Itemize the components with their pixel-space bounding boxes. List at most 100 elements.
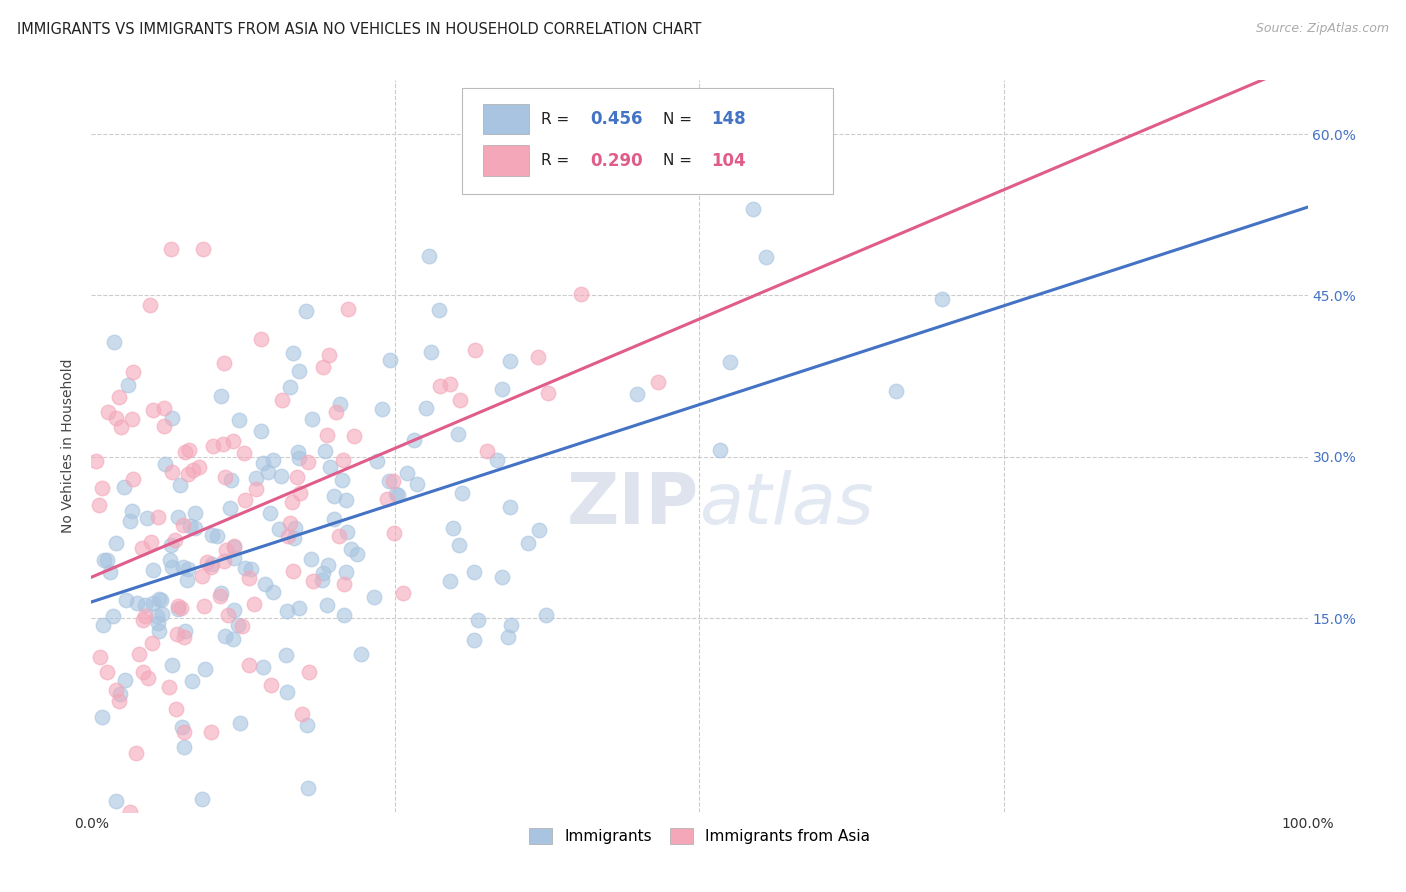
Point [499,353,522,368]
Y-axis label: No Vehicles in Household: No Vehicles in Household [62,359,76,533]
Point [132,613,155,627]
Point [108,694,131,708]
Point [134,608,156,623]
Point [363,590,385,604]
Point [245,482,267,496]
Point [222,539,245,553]
Point [184,521,207,535]
Point [195,555,218,569]
Point [485,453,508,467]
Point [121,504,143,518]
Text: Source: ZipAtlas.com: Source: ZipAtlas.com [1256,22,1389,36]
Point [179,519,201,533]
Point [214,629,236,643]
Point [330,474,353,488]
Point [283,346,305,360]
Point [205,529,228,543]
Point [297,780,319,795]
Point [125,746,148,760]
Point [534,607,557,622]
Point [138,671,160,685]
Point [212,436,235,450]
Point [174,624,197,638]
Point [328,529,350,543]
Point [139,535,162,549]
Point [103,335,125,350]
Point [231,619,253,633]
Point [245,471,267,485]
Text: atlas: atlas [699,470,875,539]
Point [93,553,115,567]
Point [499,500,522,514]
Point [491,570,513,584]
Point [626,386,648,401]
Point [142,402,165,417]
Point [103,608,125,623]
Point [166,510,188,524]
Point [89,650,111,665]
Point [269,523,291,537]
FancyBboxPatch shape [463,87,834,194]
Point [256,465,278,479]
Point [108,687,131,701]
Point [319,460,342,475]
Point [150,607,173,621]
Point [385,487,408,501]
Point [371,402,394,417]
Point [176,562,198,576]
Point [259,506,281,520]
Point [276,648,298,662]
Point [332,452,354,467]
Point [312,566,335,581]
Point [527,523,550,537]
Text: R =: R = [541,153,575,169]
Point [346,547,368,561]
Point [212,356,235,370]
Point [91,618,114,632]
Point [90,710,112,724]
Point [200,725,222,739]
Point [378,352,401,367]
Point [172,720,194,734]
Point [243,597,266,611]
Point [441,521,464,535]
Point [153,457,176,471]
Point [105,535,128,549]
Point [142,563,165,577]
Point [191,569,214,583]
Point [121,412,143,426]
Point [527,350,550,364]
Point [146,509,169,524]
Point [170,600,193,615]
Point [316,558,339,573]
Point [259,678,281,692]
Point [290,486,312,500]
Point [166,627,188,641]
Point [333,607,356,622]
Point [496,630,519,644]
Point [212,554,235,568]
Point [884,384,907,399]
Point [270,392,292,407]
Point [172,559,194,574]
Point [349,648,371,662]
Point [224,603,246,617]
Point [173,724,195,739]
Point [439,376,461,391]
FancyBboxPatch shape [484,103,529,135]
Point [312,359,335,374]
Point [157,681,180,695]
Point [96,665,118,679]
Point [378,474,401,488]
Point [366,454,388,468]
Point [98,565,121,579]
Point [283,532,305,546]
Point [122,472,145,486]
Point [277,529,299,543]
Point [217,607,239,622]
Point [229,716,252,731]
Point [152,419,174,434]
Point [619,159,641,173]
Text: R =: R = [541,112,575,127]
Point [477,444,499,458]
